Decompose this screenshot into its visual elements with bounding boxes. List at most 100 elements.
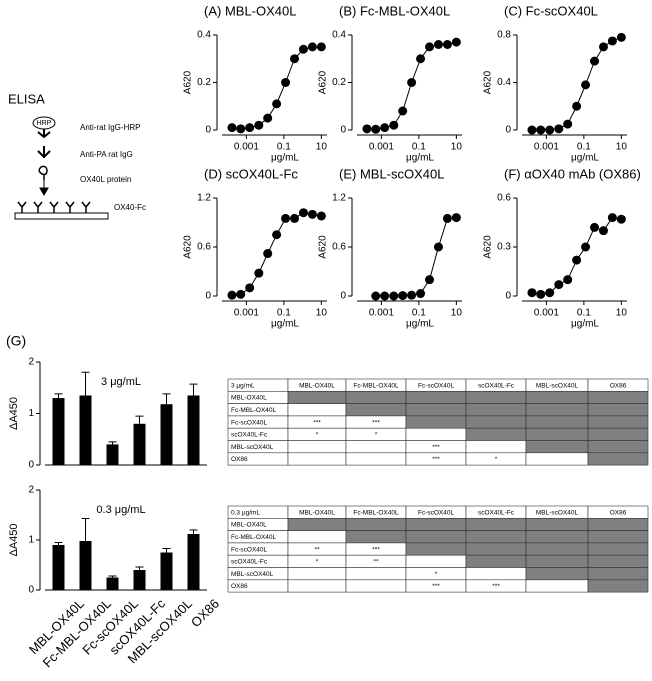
table-header: 3 μg/mL xyxy=(231,382,255,389)
table-cell-shaded xyxy=(587,440,649,454)
data-point xyxy=(290,213,300,223)
curve xyxy=(531,36,622,131)
row-label: MBL-OX40L xyxy=(231,522,267,529)
x-tick-label: 0.001 xyxy=(234,308,259,319)
table-cell-shaded xyxy=(405,542,467,556)
data-point xyxy=(425,275,435,285)
data-point xyxy=(536,289,546,299)
table-header: Fc-MBL-OX40L xyxy=(353,509,399,516)
data-point xyxy=(371,291,381,301)
error-bar xyxy=(54,542,63,545)
y-tick-label: 1.2 xyxy=(197,193,211,204)
y-tick-label: 0.6 xyxy=(332,242,346,253)
antibody-icon xyxy=(37,146,51,159)
table-cell-shaded xyxy=(465,403,527,417)
y-tick-label: 1 xyxy=(28,408,34,419)
data-point xyxy=(545,125,555,135)
error-bar xyxy=(162,548,171,553)
bar xyxy=(79,395,92,465)
y-tick-label: 0.8 xyxy=(497,30,511,41)
table-cell xyxy=(287,440,347,454)
x-tick-label: 0.001 xyxy=(534,308,559,319)
data-point xyxy=(298,208,308,218)
row-label: Fc-scOX40L xyxy=(231,546,268,553)
y-tick-label: 0 xyxy=(205,125,211,136)
data-point xyxy=(263,249,273,259)
diagram-label: Anti-rat IgG-HRP xyxy=(80,123,140,132)
x-axis-label: μg/mL xyxy=(406,153,434,164)
data-point xyxy=(442,40,452,49)
table-cell-shaded xyxy=(525,403,589,417)
table-cell-shaded xyxy=(287,517,347,531)
y-tick-label: 0 xyxy=(205,291,211,302)
data-point xyxy=(607,213,617,223)
x-tick-label: 0.1 xyxy=(412,308,426,319)
x-tick-label: 10 xyxy=(316,308,328,319)
error-bar xyxy=(81,518,90,541)
y-tick-label: 0 xyxy=(28,585,34,596)
y-tick-label: 0 xyxy=(340,125,346,136)
data-point xyxy=(227,123,237,133)
protein-icon xyxy=(38,165,48,180)
x-tick-label: 0.001 xyxy=(369,308,394,319)
y-axis-label: ΔA450 xyxy=(8,397,20,430)
significance: * xyxy=(316,559,319,566)
table-header: scOX40L-Fc xyxy=(478,382,515,389)
data-point xyxy=(616,214,626,224)
y-axis-label: A620 xyxy=(183,235,194,259)
panel-label: (G) xyxy=(6,333,26,349)
table-header: MBL-OX40L xyxy=(299,509,335,516)
row-label: MBL-scOX40L xyxy=(231,444,274,451)
row-label: Fc-MBL-OX40L xyxy=(231,407,277,414)
y-axis-label: ΔA450 xyxy=(8,523,20,556)
row-label: OX86 xyxy=(231,456,248,463)
diagram-label: OX40L protein xyxy=(80,175,131,184)
table-cell xyxy=(287,403,347,417)
data-point xyxy=(254,268,264,278)
y-tick-label: 1 xyxy=(28,535,34,546)
table-header: OX86 xyxy=(610,382,627,389)
data-point xyxy=(298,44,308,54)
significance: ** xyxy=(314,546,320,553)
y-tick-label: 0 xyxy=(505,291,511,302)
table-cell-shaded xyxy=(465,554,527,568)
table-cell xyxy=(345,452,407,466)
y-axis-label: A620 xyxy=(183,70,194,94)
y-tick-label: 0.4 xyxy=(332,30,346,41)
table-cell xyxy=(345,567,407,581)
data-point xyxy=(307,209,317,219)
table-cell-shaded xyxy=(405,403,467,417)
significance: *** xyxy=(372,419,380,426)
error-bar xyxy=(108,575,117,578)
x-tick-label: 10 xyxy=(316,142,328,153)
curve xyxy=(375,217,457,297)
table-cell-shaded xyxy=(405,530,467,544)
data-point xyxy=(245,123,255,133)
x-tick-label: 0.1 xyxy=(577,142,591,153)
row-label: MBL-OX40L xyxy=(231,395,267,402)
table-cell xyxy=(465,567,527,581)
chart-title: (E) MBL-scOX40L xyxy=(339,166,444,181)
significance: * xyxy=(316,432,319,439)
bar xyxy=(187,534,200,590)
error-bar xyxy=(162,393,171,405)
x-tick-label: 0.1 xyxy=(277,142,291,153)
significance: *** xyxy=(432,444,440,451)
data-point xyxy=(563,119,573,129)
error-bar xyxy=(81,371,90,396)
x-tick-label: 10 xyxy=(451,142,463,153)
data-point xyxy=(245,283,255,293)
table-cell-shaded xyxy=(587,579,649,593)
table: 3 μg/mL MBL-OX40L Fc-MBL-OX40L Fc-scOX40L sc… xyxy=(227,378,649,466)
chart-title: (B) Fc-MBL-OX40L xyxy=(339,3,450,18)
x-tick-label: 0.1 xyxy=(277,308,291,319)
significance: *** xyxy=(432,583,440,590)
error-bar xyxy=(54,393,63,399)
y-tick-label: 0.4 xyxy=(497,77,511,88)
y-axis-label: A620 xyxy=(318,235,329,259)
y-tick-label: 0.2 xyxy=(332,77,346,88)
x-tick-label: 0.001 xyxy=(534,142,559,153)
table-cell-shaded xyxy=(587,452,649,466)
data-point xyxy=(371,124,381,134)
